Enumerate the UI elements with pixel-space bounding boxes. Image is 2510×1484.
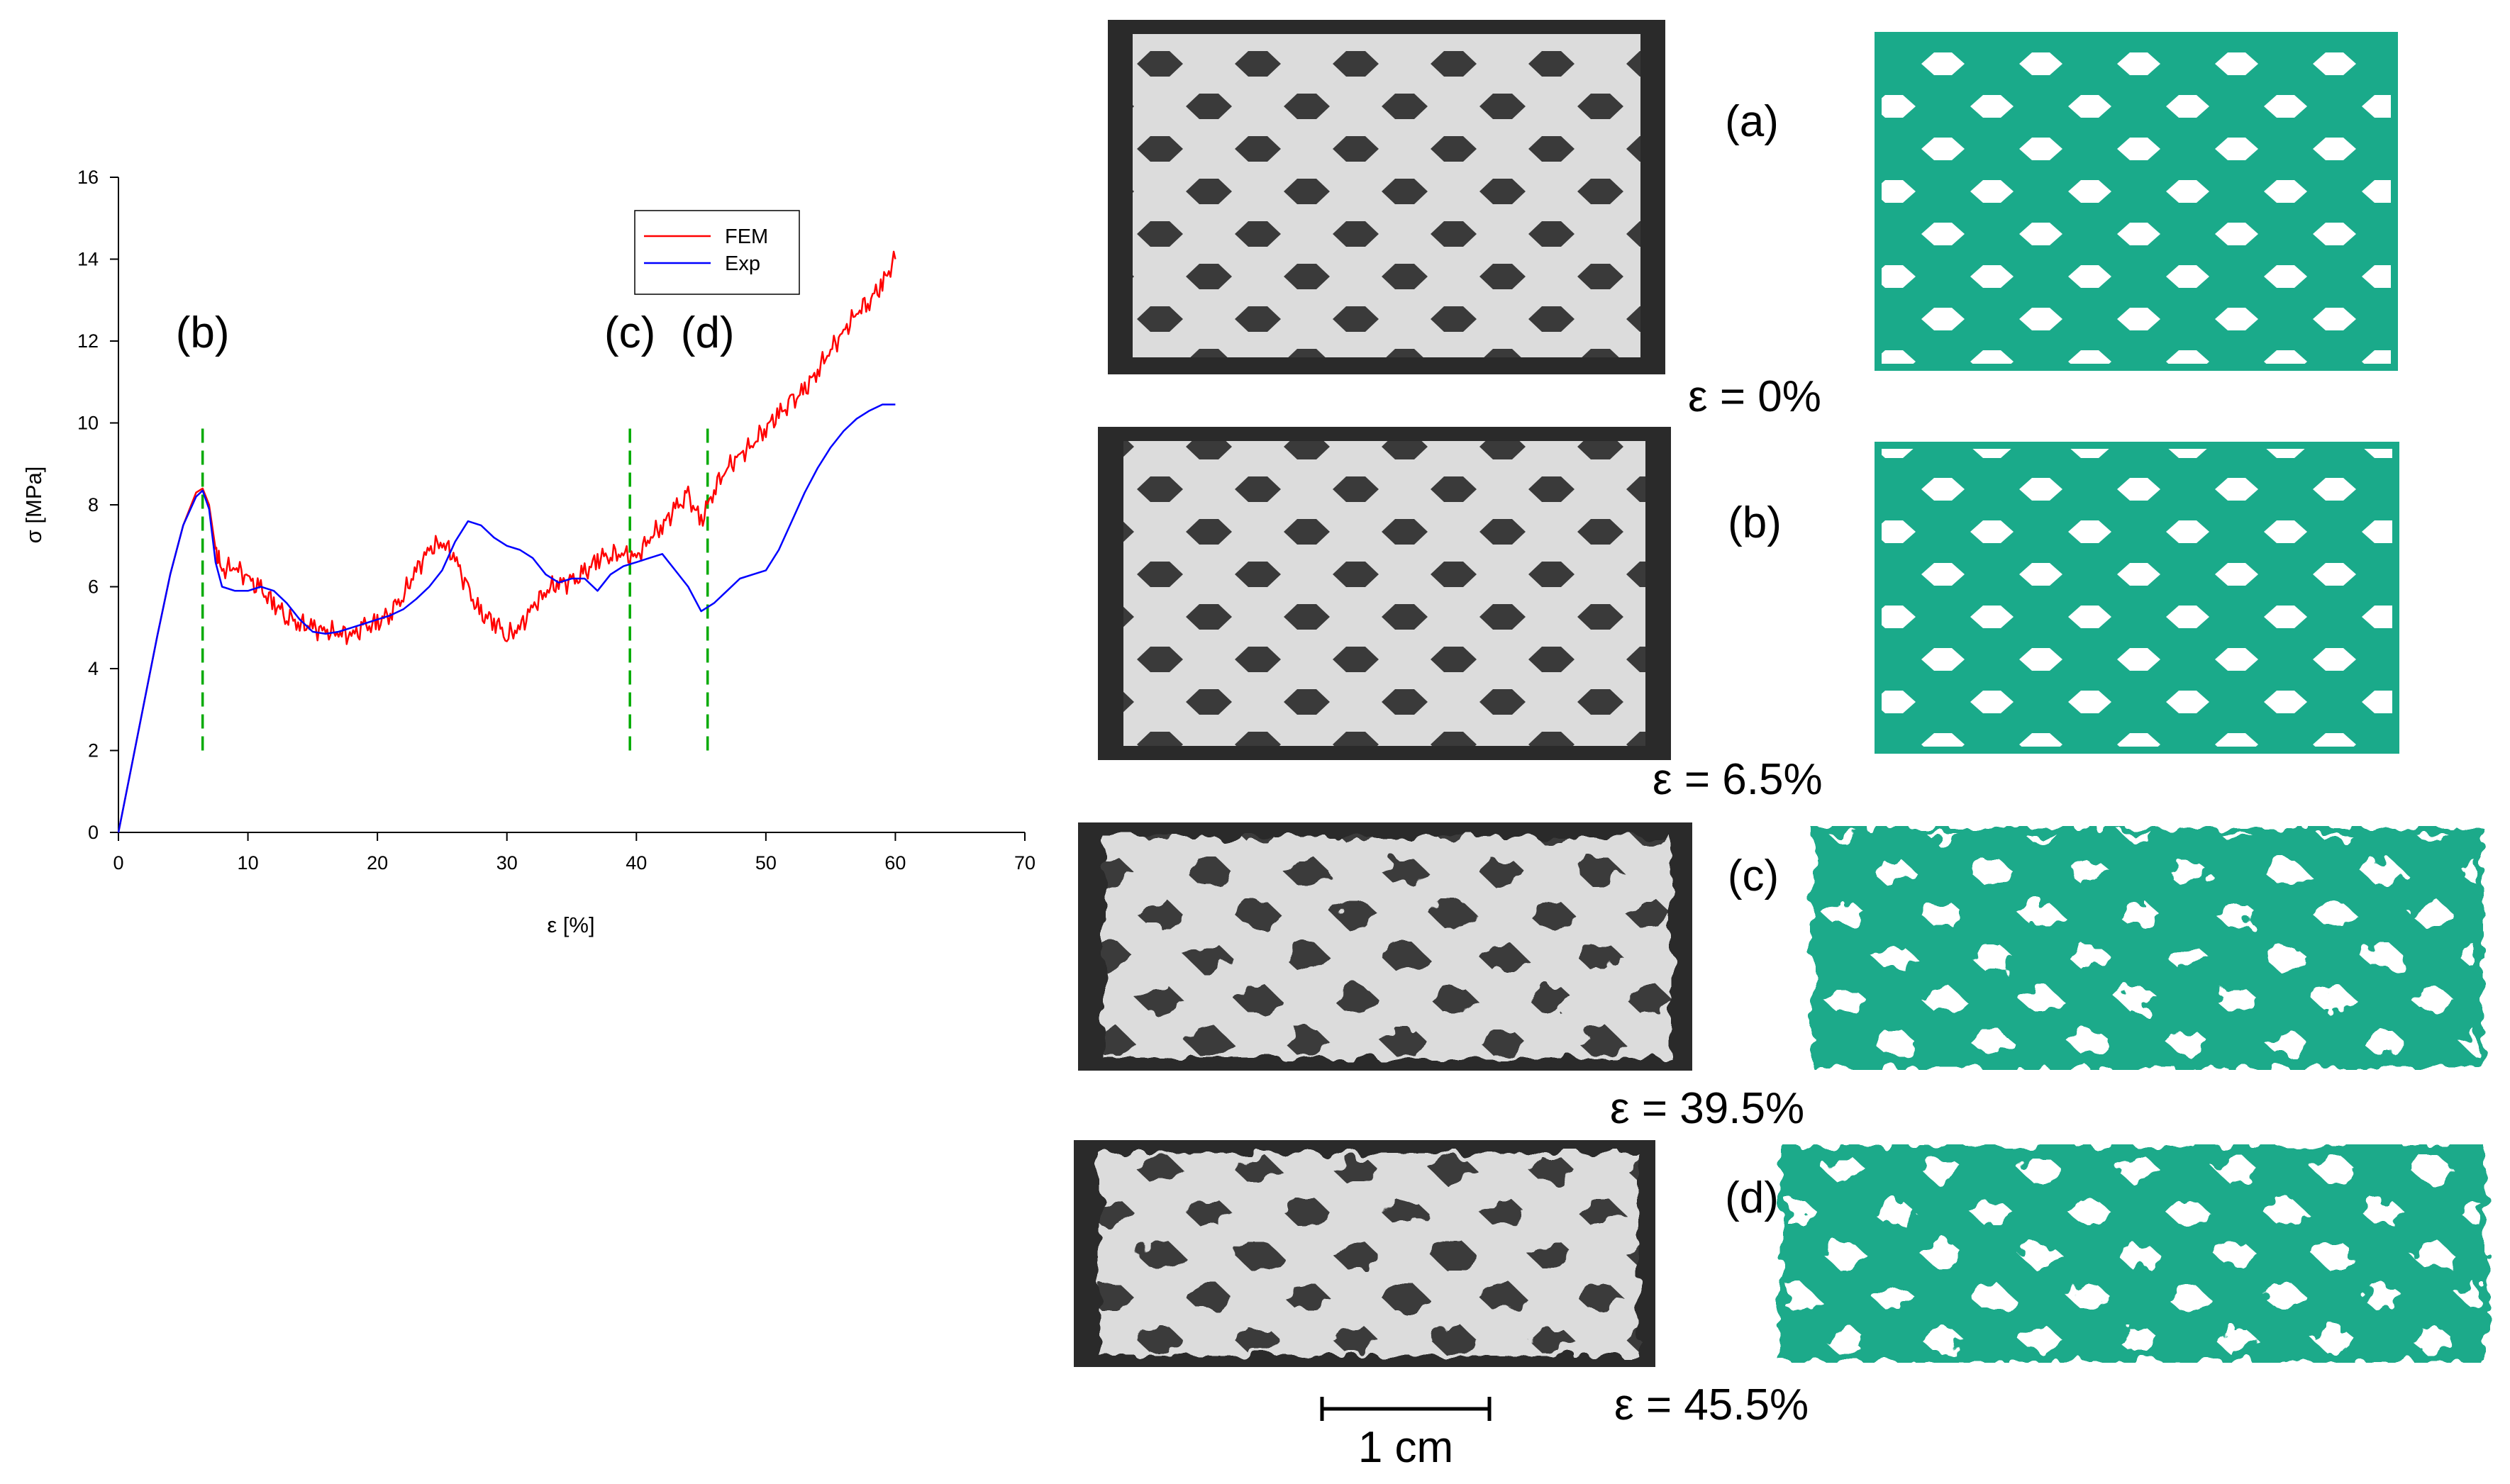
x-tick-label: 20 bbox=[367, 852, 388, 874]
y-axis-label: σ [MPa] bbox=[21, 467, 46, 544]
panel-letter-c: (c) bbox=[1728, 852, 1779, 900]
x-tick-label: 50 bbox=[755, 852, 777, 874]
fem-model-c bbox=[1812, 827, 2483, 1069]
y-axis-ticks: 0 2 4 6 8 10 12 14 16 bbox=[77, 167, 118, 843]
panel-labels: (a) (b) (c) (d) ε = 0% ε = 6.5% ε = 39.5… bbox=[1610, 97, 1823, 1429]
fem-model-b bbox=[1875, 442, 2399, 754]
panel-letter-a: (a) bbox=[1725, 97, 1779, 146]
photo-d bbox=[1074, 1140, 1655, 1367]
marker-lines bbox=[201, 423, 709, 751]
fem-model-d bbox=[1781, 1145, 2486, 1362]
photo-a bbox=[1108, 20, 1665, 374]
x-tick-label: 60 bbox=[884, 852, 906, 874]
strain-label-d: ε = 45.5% bbox=[1614, 1380, 1809, 1429]
annotations: (b) (c) (d) bbox=[176, 308, 735, 357]
fem-model-a bbox=[1875, 32, 2398, 371]
y-tick-label: 10 bbox=[77, 413, 99, 434]
legend: FEM Exp bbox=[634, 210, 800, 295]
x-axis-ticks: 0 10 20 30 40 50 60 70 bbox=[113, 832, 1035, 874]
annotation-label: (d) bbox=[681, 308, 735, 357]
scale-bar-label: 1 cm bbox=[1358, 1423, 1453, 1472]
x-tick-label: 40 bbox=[626, 852, 647, 874]
legend-label-fem: FEM bbox=[725, 225, 768, 248]
annotation-label: (c) bbox=[604, 308, 655, 357]
strain-label-c: ε = 39.5% bbox=[1610, 1084, 1804, 1133]
scale-bar: 1 cm bbox=[1320, 1397, 1492, 1472]
experiment-photos bbox=[1074, 20, 1692, 1367]
y-tick-label: 8 bbox=[88, 494, 99, 515]
panel-letter-d: (d) bbox=[1725, 1173, 1779, 1222]
fem-models bbox=[1781, 32, 2486, 1362]
photo-c bbox=[1078, 822, 1692, 1071]
stress-strain-chart: 0 10 20 30 40 50 60 70 0 2 4 6 8 10 12 14 16 ε [%] σ [M… bbox=[21, 167, 1035, 937]
y-tick-label: 0 bbox=[88, 822, 99, 843]
y-tick-label: 16 bbox=[77, 167, 99, 188]
panel-letter-b: (b) bbox=[1728, 498, 1782, 547]
series-line-fem bbox=[117, 250, 896, 833]
plot-frame bbox=[118, 177, 1025, 833]
x-tick-label: 70 bbox=[1014, 852, 1035, 874]
data-series bbox=[117, 250, 896, 833]
photo-b bbox=[1098, 427, 1671, 760]
series-line-exp bbox=[117, 403, 896, 833]
strain-label-b: ε = 6.5% bbox=[1653, 755, 1823, 804]
y-tick-label: 4 bbox=[88, 658, 99, 679]
y-tick-label: 14 bbox=[77, 249, 99, 270]
x-tick-label: 0 bbox=[113, 852, 123, 874]
y-tick-label: 2 bbox=[88, 740, 99, 761]
y-tick-label: 6 bbox=[88, 576, 99, 598]
annotation-label: (b) bbox=[176, 308, 230, 357]
strain-label-a: ε = 0% bbox=[1688, 372, 1821, 421]
x-axis-label: ε [%] bbox=[547, 913, 594, 937]
legend-label-exp: Exp bbox=[725, 252, 760, 275]
x-tick-label: 30 bbox=[496, 852, 518, 874]
x-tick-label: 10 bbox=[238, 852, 259, 874]
y-tick-label: 12 bbox=[77, 330, 99, 352]
